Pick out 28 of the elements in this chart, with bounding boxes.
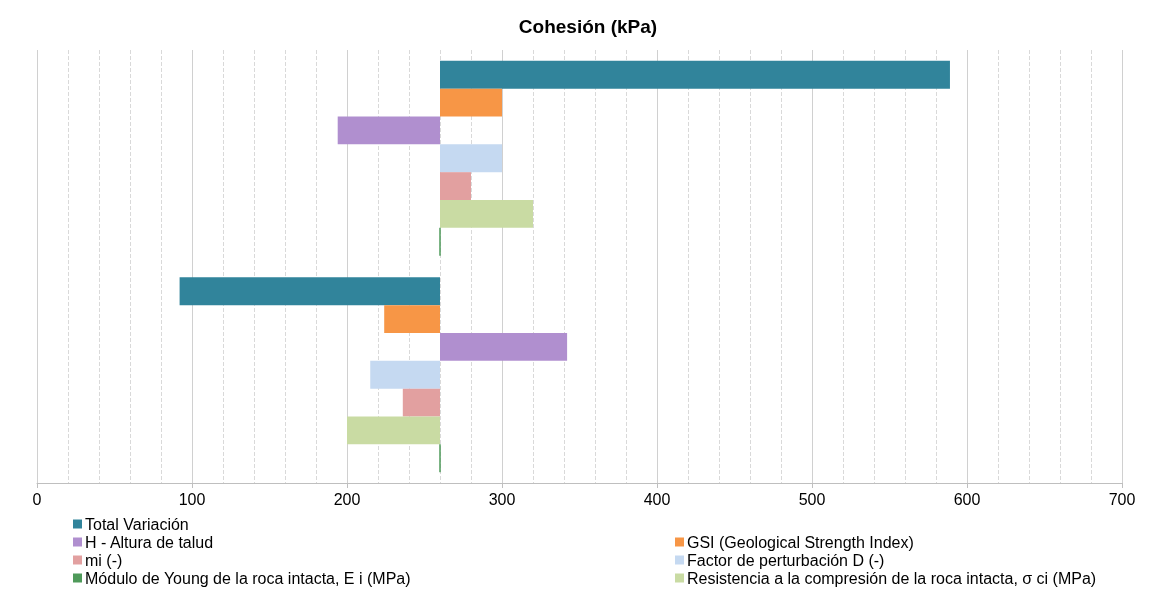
x-tick-label: 300 <box>488 490 516 508</box>
bar <box>440 200 533 228</box>
bar <box>440 60 950 89</box>
bar <box>337 116 440 145</box>
legend-label: mi (-) <box>85 551 123 569</box>
bar <box>370 360 440 389</box>
bar <box>440 88 502 117</box>
x-tick-label: 400 <box>643 490 671 508</box>
x-tick-label: 700 <box>1108 490 1136 508</box>
chart-title: Cohesión (kPa) <box>518 16 658 37</box>
bar <box>384 305 440 333</box>
legend-label: Factor de perturbación D (-) <box>687 551 885 569</box>
x-tick-label: 100 <box>178 490 206 508</box>
bar <box>440 333 568 361</box>
bar <box>402 388 440 417</box>
x-tick-label: 500 <box>798 490 826 508</box>
x-tick-label: 200 <box>333 490 361 508</box>
x-tick-label: 600 <box>953 490 981 508</box>
bar <box>347 416 440 445</box>
bar <box>440 144 502 173</box>
legend-label: Módulo de Young de la roca intacta, E i (MPa) <box>85 569 411 587</box>
bar <box>179 277 440 306</box>
bar <box>440 172 471 200</box>
x-tick-label: 0 <box>32 490 42 508</box>
legend-label: Resistencia a la compresión de la roca intacta, σ ci (MPa) <box>687 569 1097 587</box>
legend-label: GSI (Geological Strength Index) <box>687 533 914 551</box>
legend-label: H - Altura de talud <box>85 533 214 551</box>
legend-label: Total Variación <box>85 515 189 533</box>
